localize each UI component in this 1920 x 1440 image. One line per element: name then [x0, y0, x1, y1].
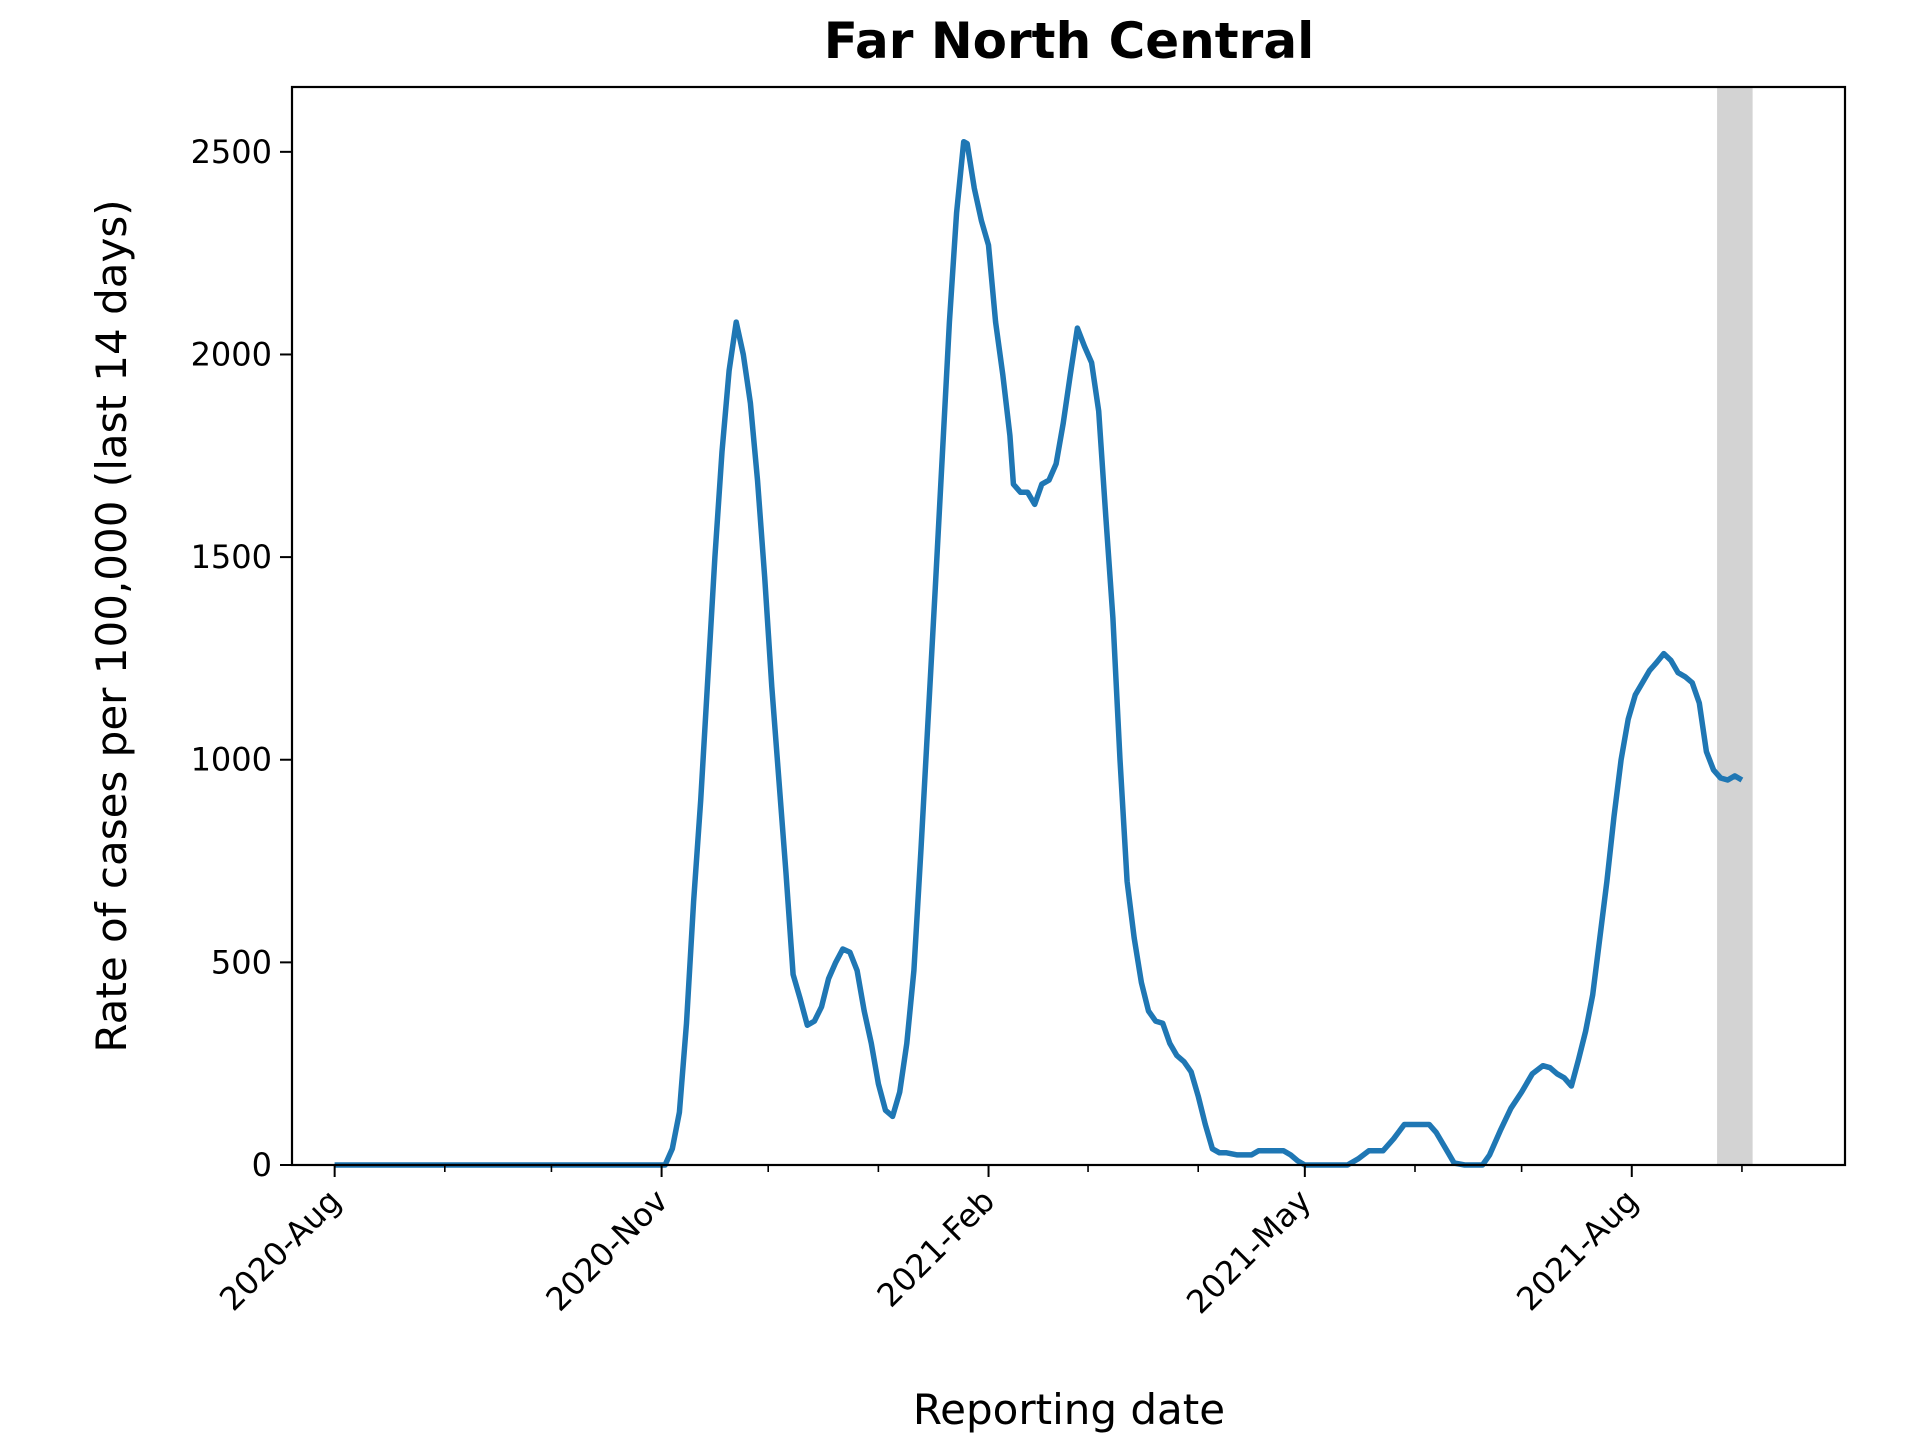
x-axis-title: Reporting date	[913, 1385, 1225, 1434]
y-axis: 0 500 1000 1500 2000 2500	[191, 133, 292, 1184]
x-tick-label: 2021-May	[1179, 1182, 1318, 1321]
series-line-1	[334, 138, 1744, 1168]
y-tick-label: 2500	[191, 133, 272, 171]
shaded-region-layer	[1717, 87, 1753, 1165]
x-tick-label: 2020-Nov	[538, 1182, 675, 1319]
series-layer	[334, 138, 1744, 1168]
y-axis-title: Rate of cases per 100,000 (last 14 days)	[87, 199, 136, 1052]
y-tick-label: 0	[252, 1146, 272, 1184]
plot-frame	[290, 85, 1847, 1167]
y-tick-label: 2000	[191, 335, 272, 373]
chart-title: Far North Central	[824, 12, 1314, 70]
y-tick-label: 500	[211, 943, 272, 981]
x-axis: 2020-Aug 2020-Nov 2021-Feb 2021-May 2021-Aug	[212, 1165, 1743, 1321]
x-tick-label: 2020-Aug	[212, 1182, 348, 1318]
y-tick-label: 1500	[191, 538, 272, 576]
shaded-region	[1717, 87, 1753, 1165]
x-tick-label: 2021-Aug	[1509, 1182, 1645, 1318]
x-tick-label: 2021-Feb	[870, 1182, 1003, 1315]
y-tick-label: 1000	[191, 741, 272, 779]
